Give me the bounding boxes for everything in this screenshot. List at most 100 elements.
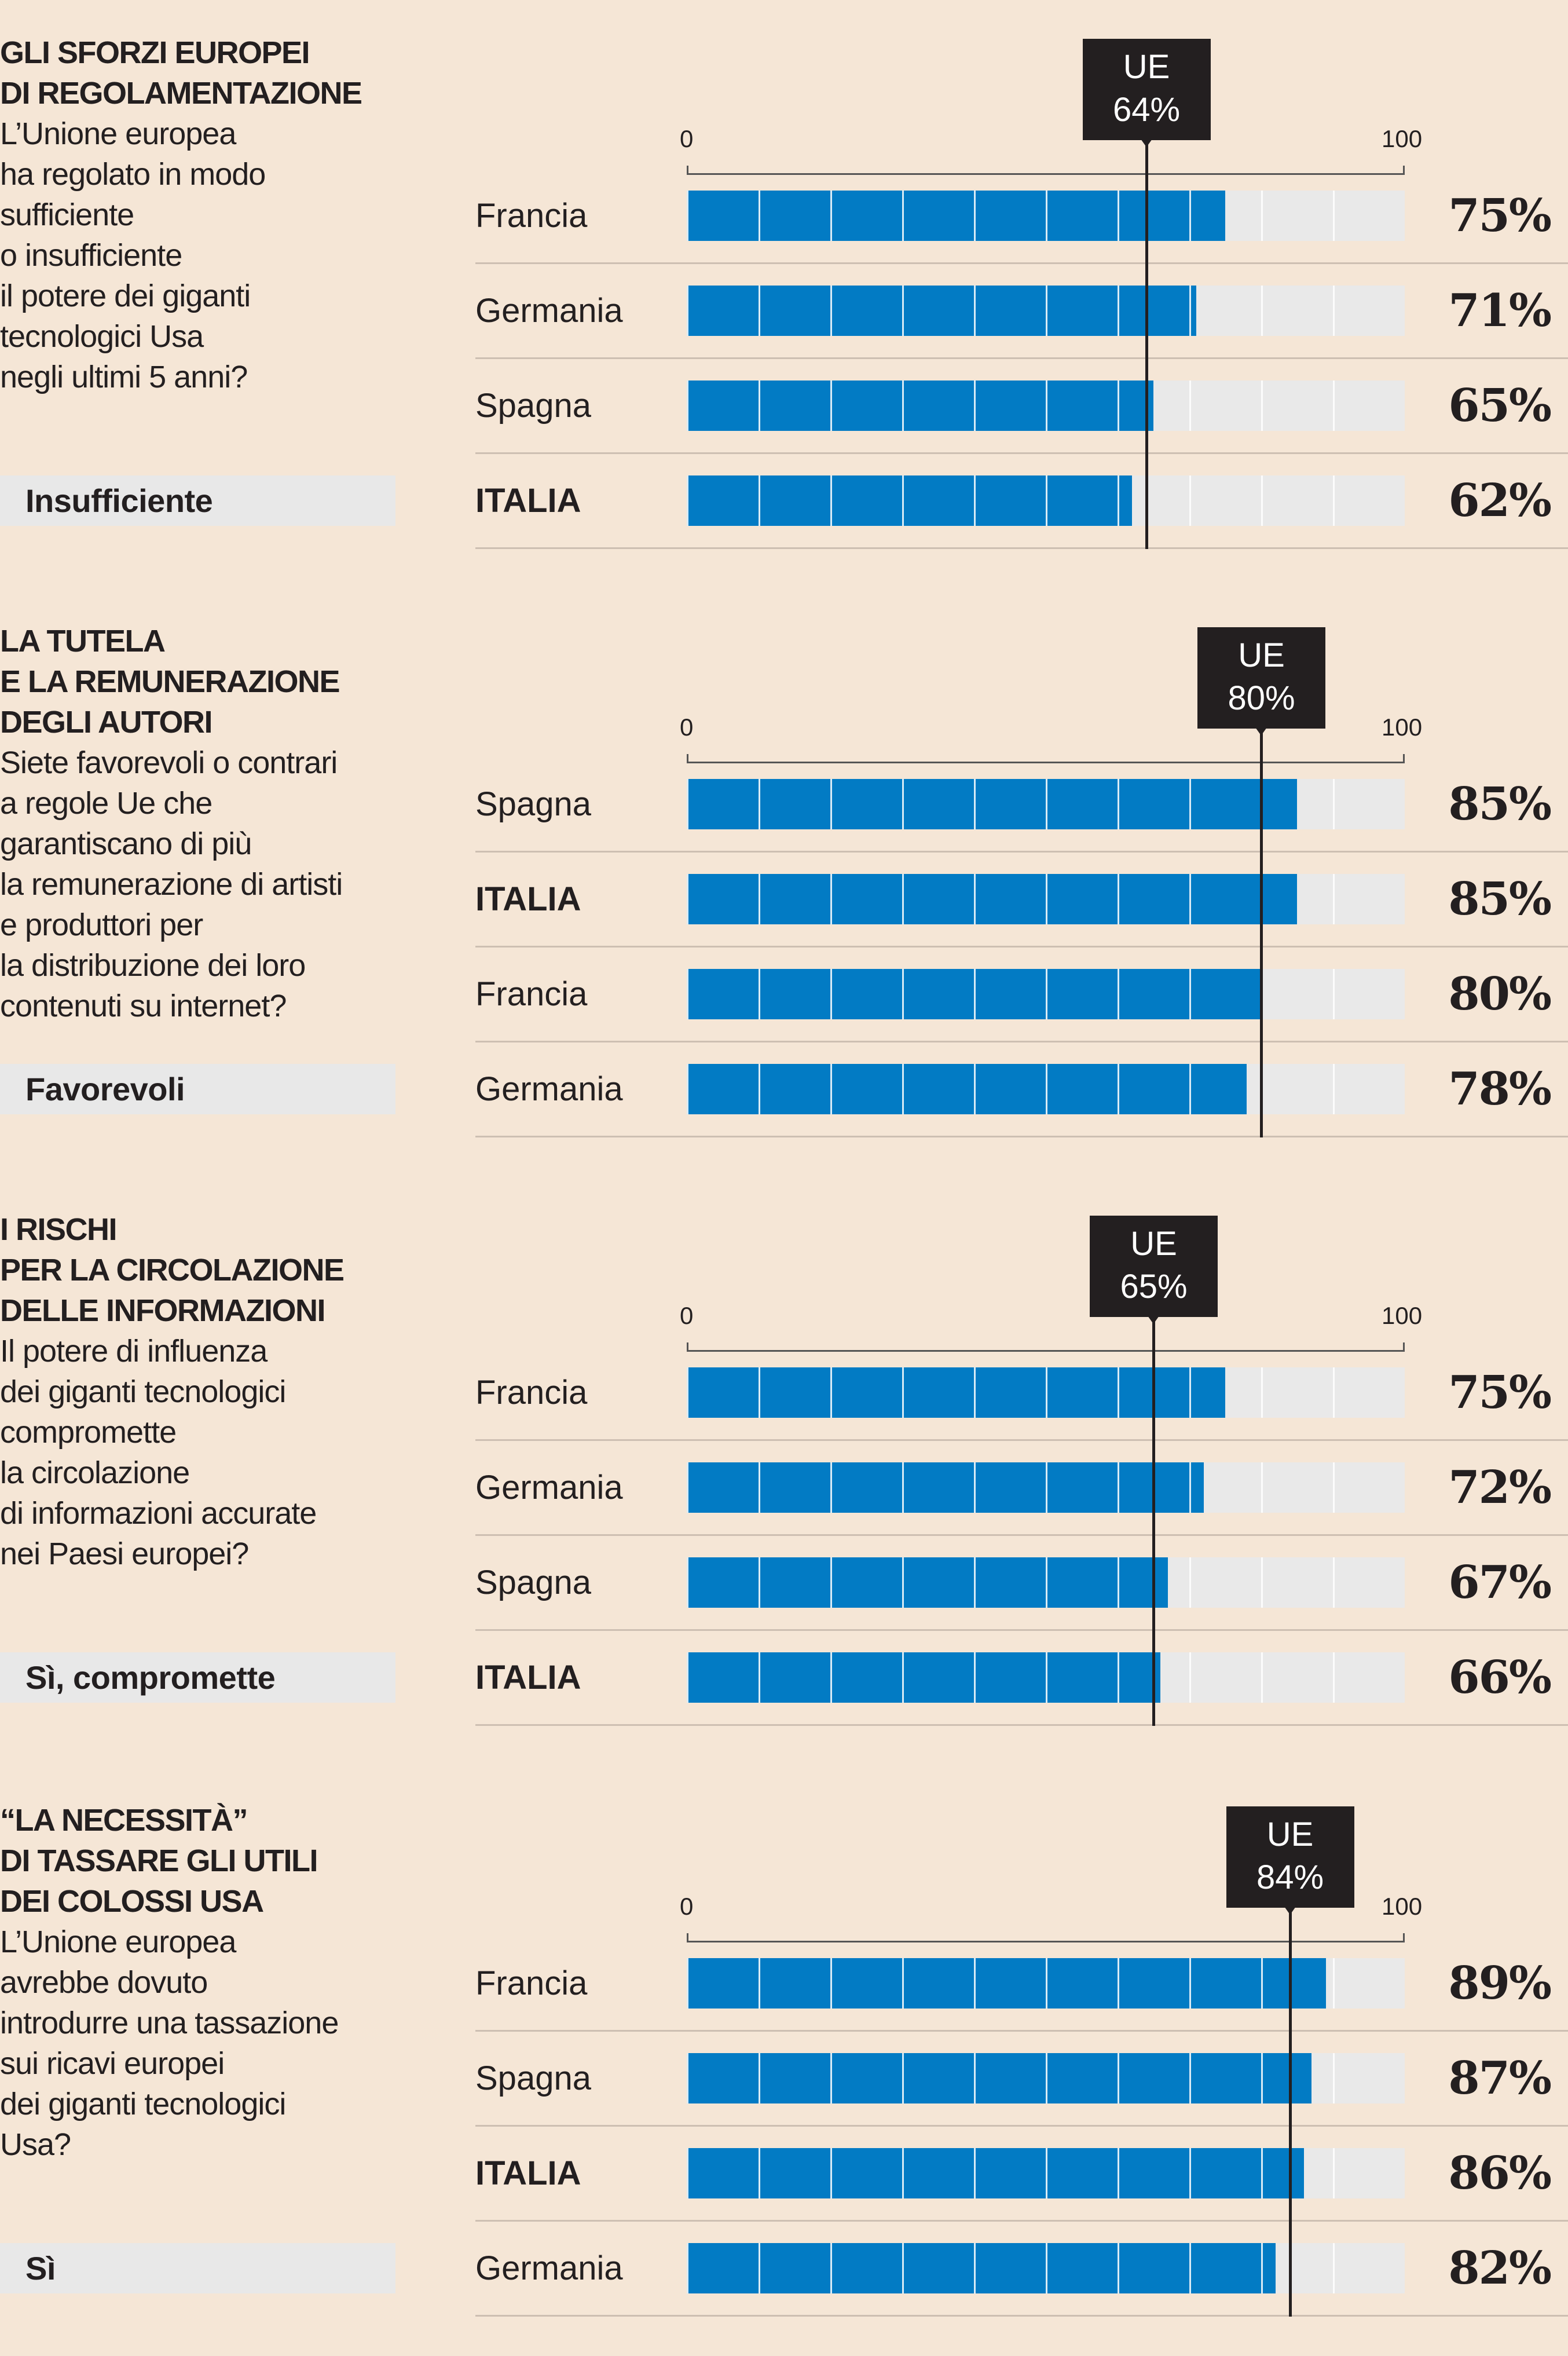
row-separator <box>475 357 1568 359</box>
row-separator <box>475 946 1568 947</box>
bar-gridlines <box>687 1652 1405 1703</box>
bar-gridlines <box>687 286 1405 336</box>
section-title-line: LA TUTELA <box>0 624 166 658</box>
row-separator <box>475 1136 1568 1137</box>
bar-gridlines <box>687 1367 1405 1418</box>
bar-gridlines <box>687 1064 1405 1114</box>
eu-label: UE <box>1266 1816 1314 1853</box>
chart-section: LA TUTELA E LA REMUNERAZIONE DEGLI AUTORI S… <box>0 588 1568 1177</box>
eu-average-marker: UE 65% <box>1090 1216 1218 1317</box>
country-label: Germania <box>475 1070 623 1108</box>
question-block: GLI SFORZI EUROPEI DI REGOLAMENTAZIONE L’U… <box>0 32 405 397</box>
eu-average-marker: UE 80% <box>1197 627 1325 729</box>
bar-gridlines <box>687 969 1405 1019</box>
bar-track <box>687 2243 1405 2293</box>
country-label: Spagna <box>475 2059 591 2097</box>
bar-gridlines <box>687 2243 1405 2293</box>
answer-label: Sì, compromette <box>0 1652 395 1703</box>
eu-value: 84% <box>1256 1859 1324 1896</box>
question-line: la circolazione <box>0 1455 190 1490</box>
row-separator <box>475 2220 1568 2222</box>
value-label: 65% <box>1448 379 1552 432</box>
question-line: tecnologici Usa <box>0 319 204 354</box>
section-title-line: DI REGOLAMENTAZIONE <box>0 76 362 111</box>
section-title-line: DELLE INFORMAZIONI <box>0 1293 325 1328</box>
bar-track <box>687 1367 1405 1418</box>
row-separator <box>475 851 1568 853</box>
chart-section: I RISCHI PER LA CIRCOLAZIONE DELLE INFORMA… <box>0 1177 1568 1765</box>
country-label: Francia <box>475 1964 588 2002</box>
row-separator <box>475 262 1568 264</box>
question-line: avrebbe dovuto <box>0 1965 208 2000</box>
row-separator <box>475 1534 1568 1536</box>
value-label: 71% <box>1448 284 1552 337</box>
row-separator <box>475 1724 1568 1726</box>
country-label: Germania <box>475 292 623 330</box>
answer-label: Sì <box>0 2243 395 2293</box>
value-label: 75% <box>1448 189 1552 242</box>
eu-label: UE <box>1238 636 1285 674</box>
bar-track <box>687 969 1405 1019</box>
row-separator <box>475 1439 1568 1441</box>
axis-label-max: 100 <box>1382 1302 1423 1329</box>
bar-gridlines <box>687 779 1405 829</box>
row-separator <box>475 452 1568 454</box>
value-label: 67% <box>1448 1556 1552 1609</box>
value-label: 75% <box>1448 1366 1552 1419</box>
value-label: 87% <box>1448 2052 1552 2105</box>
bar-track <box>687 2148 1405 2198</box>
bar-gridlines <box>687 1557 1405 1608</box>
question-line: a regole Ue che <box>0 786 213 821</box>
question-line: dei giganti tecnologici <box>0 1374 286 1409</box>
eu-value: 64% <box>1113 91 1181 129</box>
question-line: Il potere di influenza <box>0 1334 268 1369</box>
question-block: LA TUTELA E LA REMUNERAZIONE DEGLI AUTORI S… <box>0 621 405 1026</box>
eu-label: UE <box>1123 48 1170 86</box>
country-label: Germania <box>475 2249 623 2287</box>
chart-section: GLI SFORZI EUROPEI DI REGOLAMENTAZIONE L’U… <box>0 0 1568 588</box>
section-title-line: E LA REMUNERAZIONE <box>0 664 340 699</box>
country-label: ITALIA <box>475 880 581 918</box>
question-line: garantiscano di più <box>0 826 252 861</box>
value-label: 89% <box>1448 1957 1552 2010</box>
axis-line <box>687 166 1405 175</box>
axis-line <box>687 754 1405 763</box>
section-title-line: “LA NECESSITÀ” <box>0 1803 248 1838</box>
question-line: e produttori per <box>0 908 203 942</box>
axis-label-max: 100 <box>1382 714 1423 741</box>
section-title-line: GLI SFORZI EUROPEI <box>0 35 310 70</box>
bar-track <box>687 1462 1405 1513</box>
section-title-line: DEI COLOSSI USA <box>0 1884 264 1919</box>
axis-line <box>687 1933 1405 1942</box>
row-separator <box>475 1629 1568 1631</box>
question-line: negli ultimi 5 anni? <box>0 360 248 394</box>
question-line: ha regolato in modo <box>0 157 266 192</box>
value-label: 86% <box>1448 2147 1552 2200</box>
question-line: sufficiente <box>0 197 134 232</box>
bar-track <box>687 779 1405 829</box>
question-line: L’Unione europea <box>0 1925 236 1959</box>
section-title-line: DI TASSARE GLI UTILI <box>0 1843 318 1878</box>
axis-label-min: 0 <box>680 125 694 152</box>
question-line: Usa? <box>0 2127 71 2162</box>
bar-track <box>687 874 1405 924</box>
value-label: 62% <box>1448 474 1552 527</box>
eu-average-marker: UE 84% <box>1226 1806 1354 1908</box>
country-label: Spagna <box>475 387 591 425</box>
section-title-line: DEGLI AUTORI <box>0 705 213 740</box>
row-separator <box>475 547 1568 549</box>
bar-gridlines <box>687 1958 1405 2009</box>
chart-section: “LA NECESSITÀ” DI TASSARE GLI UTILI DEI CO… <box>0 1768 1568 2356</box>
bar-gridlines <box>687 2053 1405 2103</box>
country-label: Francia <box>475 1374 588 1411</box>
country-label: Francia <box>475 197 588 235</box>
value-label: 85% <box>1448 778 1552 831</box>
axis-line <box>687 1342 1405 1352</box>
axis-label-max: 100 <box>1382 125 1423 152</box>
section-title-line: I RISCHI <box>0 1212 118 1247</box>
bar-track <box>687 1958 1405 2009</box>
country-label: ITALIA <box>475 1659 581 1696</box>
eu-value: 65% <box>1120 1268 1188 1305</box>
value-label: 80% <box>1448 968 1552 1020</box>
question-line: compromette <box>0 1415 177 1450</box>
